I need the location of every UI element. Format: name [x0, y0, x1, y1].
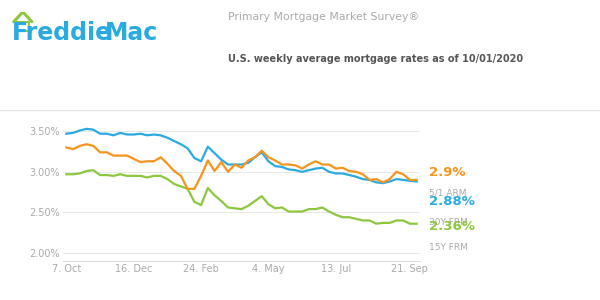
Text: Primary Mortgage Market Survey®: Primary Mortgage Market Survey®	[228, 12, 419, 22]
Text: Freddie: Freddie	[12, 21, 112, 45]
Text: Mac: Mac	[105, 21, 158, 45]
Text: 5/1 ARM: 5/1 ARM	[429, 189, 467, 198]
Text: 2.36%: 2.36%	[429, 220, 475, 233]
Text: 2.88%: 2.88%	[429, 194, 475, 208]
Text: 2.9%: 2.9%	[429, 166, 466, 179]
Text: 30Y FRM: 30Y FRM	[429, 218, 468, 226]
Text: 15Y FRM: 15Y FRM	[429, 243, 468, 252]
Text: U.S. weekly average mortgage rates as of 10/01/2020: U.S. weekly average mortgage rates as of…	[228, 54, 523, 64]
